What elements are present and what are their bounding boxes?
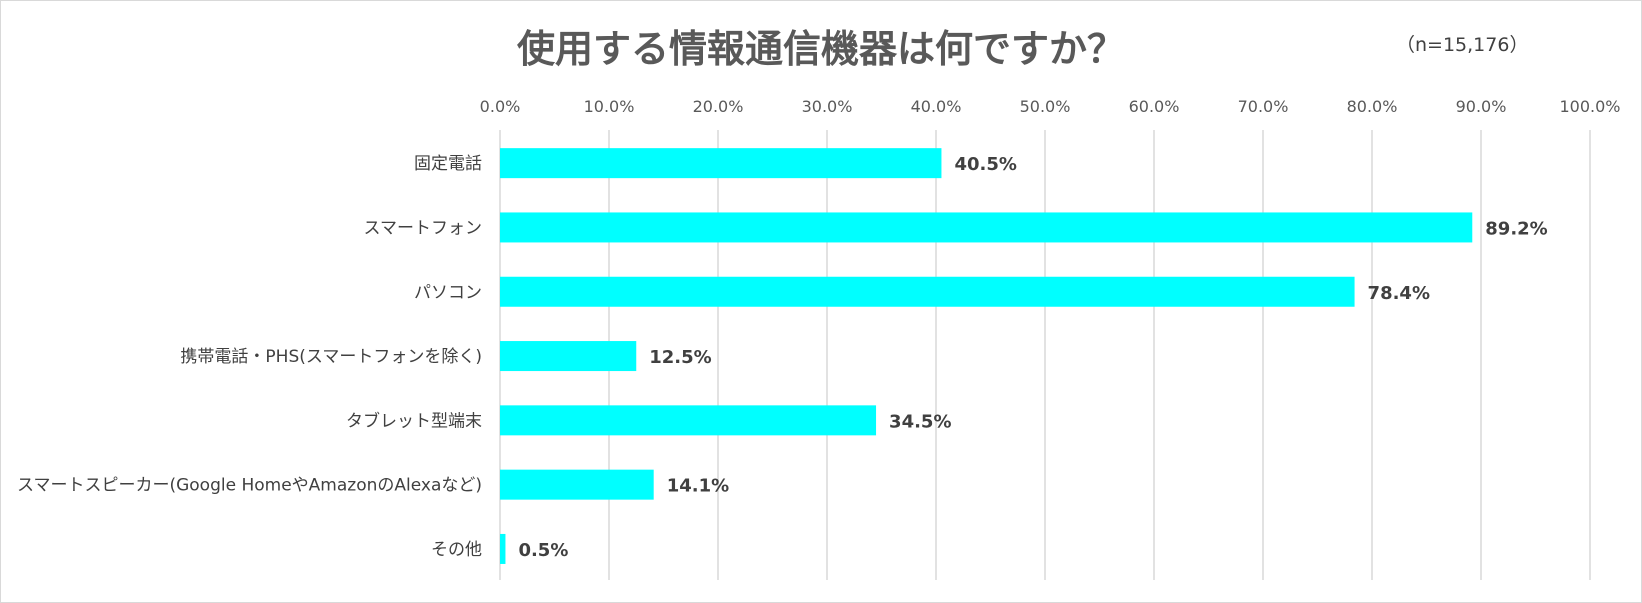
value-labels: 40.5% 89.2% 78.4% 12.5% 34.5% 14.1% 0.5% xyxy=(518,154,1547,561)
bars xyxy=(500,148,1473,564)
value-label: 12.5% xyxy=(649,347,711,368)
x-tick-label: 60.0% xyxy=(1129,97,1180,116)
x-tick-label: 10.0% xyxy=(584,97,635,116)
x-tick-label: 40.0% xyxy=(911,97,962,116)
x-tick-label: 80.0% xyxy=(1347,97,1398,116)
value-label: 89.2% xyxy=(1485,218,1547,239)
bar xyxy=(500,148,942,179)
gridlines xyxy=(499,130,1591,580)
category-label: 携帯電話・PHS(スマートフォンを除く) xyxy=(180,347,482,367)
bar xyxy=(500,469,654,500)
bar xyxy=(500,405,877,436)
x-tick-label: 20.0% xyxy=(693,97,744,116)
chart-title: 使用する情報通信機器は何ですか？ xyxy=(516,27,1125,71)
x-tick-label: 50.0% xyxy=(1020,97,1071,116)
x-axis-ticks: 0.0% 10.0% 20.0% 30.0% 40.0% 50.0% 60.0% 70.0% 8… xyxy=(480,97,1621,116)
category-label: その他 xyxy=(431,540,482,560)
bar xyxy=(500,212,1473,243)
bar xyxy=(500,533,506,564)
value-label: 34.5% xyxy=(889,411,951,432)
bar xyxy=(500,276,1355,307)
x-tick-label: 70.0% xyxy=(1238,97,1289,116)
bar xyxy=(500,341,637,372)
category-label: スマートスピーカー(Google HomeやAmazonのAlexaなど) xyxy=(17,476,482,496)
sample-size-note: （n=15,176） xyxy=(1396,34,1529,56)
value-label: 14.1% xyxy=(667,476,729,497)
category-label: タブレット型端末 xyxy=(346,410,482,431)
x-tick-label: 0.0% xyxy=(480,97,521,116)
x-tick-label: 100.0% xyxy=(1559,97,1620,116)
category-label: パソコン xyxy=(414,283,482,303)
category-label: スマートフォン xyxy=(364,218,483,238)
category-label: 固定電話 xyxy=(414,154,482,174)
value-label: 78.4% xyxy=(1368,283,1430,304)
x-tick-label: 30.0% xyxy=(802,97,853,116)
x-tick-label: 90.0% xyxy=(1456,97,1507,116)
value-label: 0.5% xyxy=(518,540,568,561)
value-label: 40.5% xyxy=(954,154,1016,175)
